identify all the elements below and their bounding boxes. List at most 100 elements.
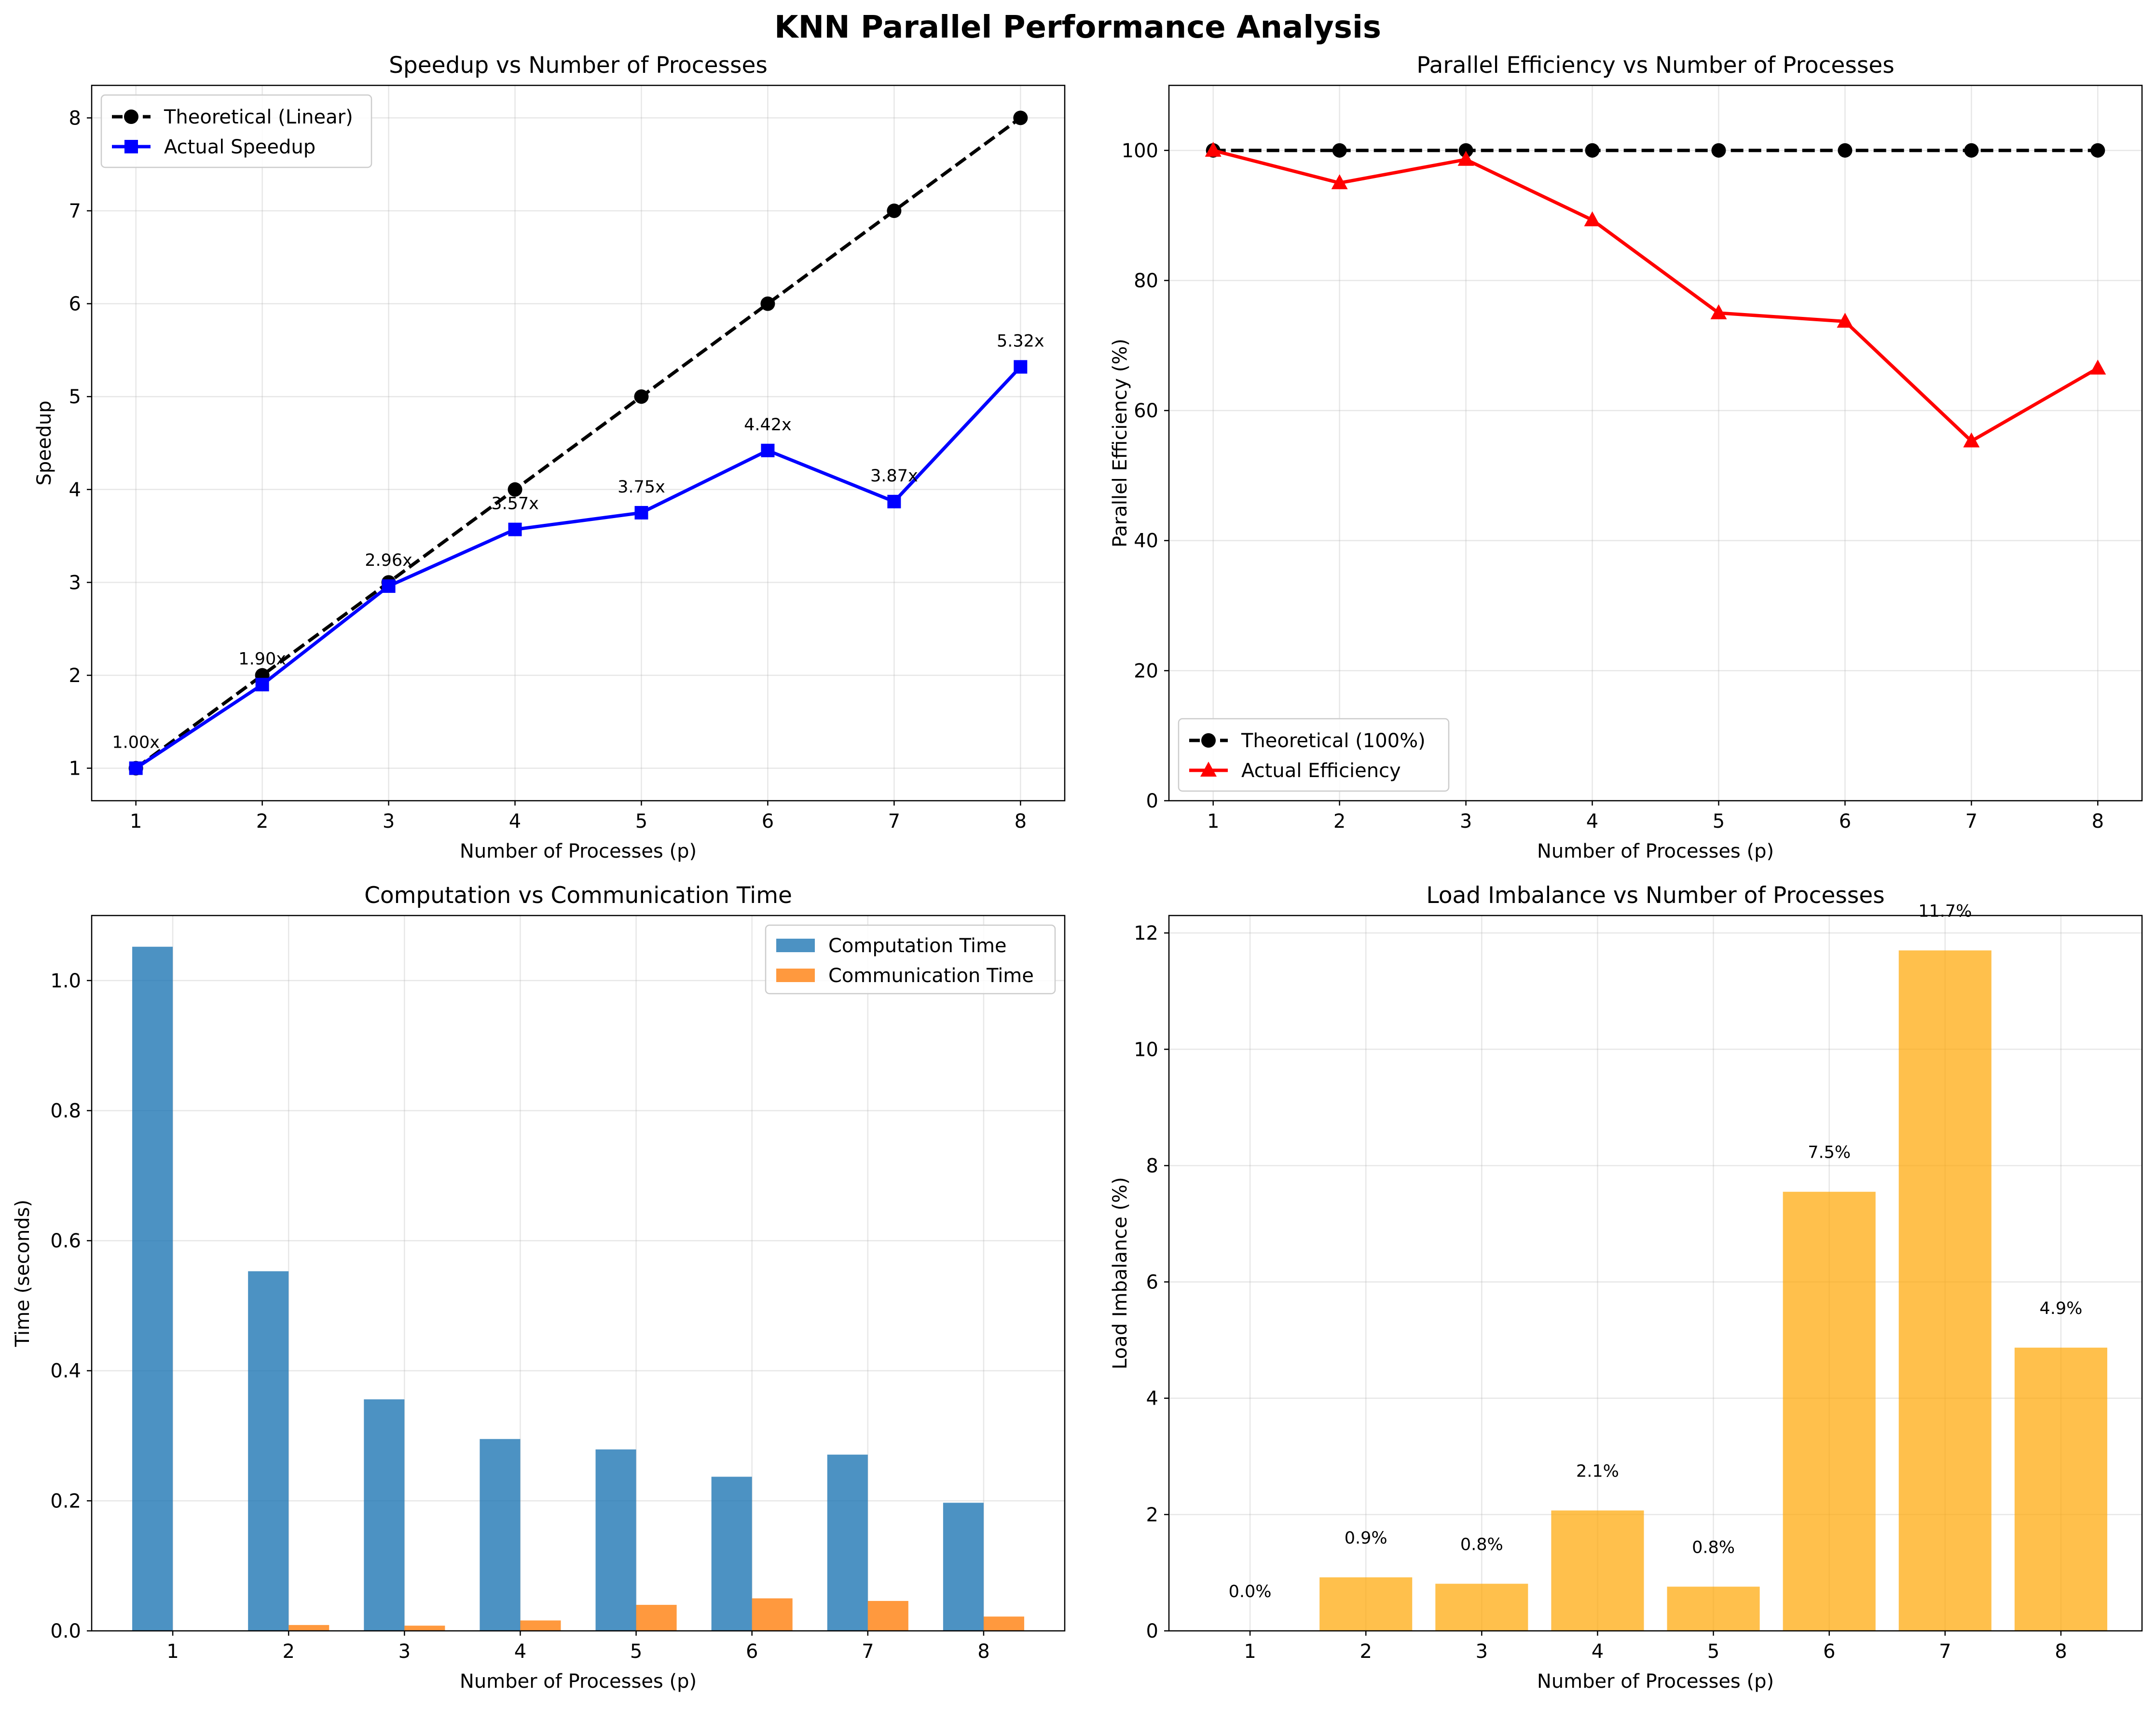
y-axis-label: Load Imbalance (%) xyxy=(1109,1177,1131,1369)
y-tick-label: 0.0 xyxy=(50,1620,81,1642)
data-label: 3.87x xyxy=(870,466,918,486)
bar xyxy=(1898,950,1991,1631)
data-point xyxy=(1584,211,1601,227)
x-tick-label: 3 xyxy=(383,810,395,833)
x-axis-label: Number of Processes (p) xyxy=(1537,1670,1774,1693)
data-label: 1.90x xyxy=(238,649,286,669)
bar xyxy=(248,1271,289,1631)
x-tick-label: 3 xyxy=(1476,1641,1488,1663)
bar xyxy=(1783,1191,1876,1631)
axes-frame xyxy=(1168,84,2143,802)
data-point xyxy=(508,482,522,497)
series-line xyxy=(135,116,1022,770)
data-point xyxy=(634,389,649,404)
data-point xyxy=(255,678,269,692)
legend-frame xyxy=(1178,718,1450,792)
x-axis-label: Number of Processes (p) xyxy=(1537,840,1774,862)
data-label: 2.96x xyxy=(365,551,412,570)
axes-frame xyxy=(91,84,1066,802)
data-point xyxy=(1205,141,1222,157)
data-point xyxy=(1585,143,1600,158)
series-line xyxy=(135,366,1022,770)
x-tick-label: 8 xyxy=(2055,1641,2067,1663)
y-axis-label: Parallel Efficiency (%) xyxy=(1109,339,1131,547)
bar xyxy=(943,1503,984,1631)
axes-title: Speedup vs Number of Processes xyxy=(389,52,768,79)
data-label: 3.57x xyxy=(491,494,539,514)
data-point xyxy=(1331,174,1348,190)
y-tick-label: 10 xyxy=(1134,1039,1158,1061)
legend-swatch xyxy=(776,939,815,952)
y-tick-label: 1 xyxy=(69,758,81,780)
y-tick-label: 40 xyxy=(1134,530,1158,552)
data-point xyxy=(1013,110,1028,125)
data-point xyxy=(760,296,775,311)
x-tick-label: 8 xyxy=(977,1641,989,1663)
x-axis-label: Number of Processes (p) xyxy=(460,1670,697,1693)
legend-label: Actual Speedup xyxy=(164,136,316,158)
data-label: 0.8% xyxy=(1692,1538,1735,1557)
bar xyxy=(595,1449,636,1631)
x-tick-label: 7 xyxy=(888,810,900,833)
legend-swatch xyxy=(776,969,815,982)
y-tick-label: 3 xyxy=(69,572,81,594)
axes-title: Computation vs Communication Time xyxy=(364,882,792,909)
y-tick-label: 8 xyxy=(1146,1155,1158,1177)
bar xyxy=(983,1616,1024,1631)
x-tick-label: 6 xyxy=(762,810,774,833)
x-tick-label: 1 xyxy=(1244,1641,1256,1663)
x-tick-label: 4 xyxy=(514,1641,526,1663)
y-tick-label: 60 xyxy=(1134,400,1158,422)
x-tick-label: 2 xyxy=(1333,810,1346,833)
legend: Theoretical (100%) Actual Efficiency xyxy=(1178,718,1450,792)
y-tick-label: 0 xyxy=(1146,1620,1158,1642)
x-tick-label: 4 xyxy=(509,810,521,833)
data-point xyxy=(1963,432,1980,448)
legend-label: Actual Efficiency xyxy=(1241,760,1401,782)
series-2 xyxy=(1205,141,2106,448)
x-tick-label: 5 xyxy=(1713,810,1725,833)
x-tick-label: 4 xyxy=(1592,1641,1604,1663)
legend-marker xyxy=(124,109,138,124)
axes-frame xyxy=(1168,915,2143,1632)
bar xyxy=(520,1620,561,1631)
y-axis-label: Speedup xyxy=(33,400,55,485)
legend-label: Computation Time xyxy=(828,935,1007,957)
legend-frame xyxy=(100,94,372,168)
x-tick-label: 6 xyxy=(746,1641,758,1663)
data-label: 2.1% xyxy=(1576,1462,1619,1481)
x-tick-label: 1 xyxy=(1207,810,1219,833)
y-tick-label: 8 xyxy=(69,107,81,129)
bar-series-1 xyxy=(132,946,984,1631)
data-point xyxy=(508,522,522,536)
bar-series-2 xyxy=(288,1598,1024,1631)
data-point xyxy=(382,579,396,593)
x-tick-label: 1 xyxy=(130,810,142,833)
chart-panel-3: 1 2 3 4 5 6 7 8 0.0 0.2 0.4 0.6 0.8 1.0 Computation vs… xyxy=(12,882,1066,1693)
data-label: 3.75x xyxy=(618,478,665,497)
x-tick-label: 5 xyxy=(635,810,647,833)
x-axis-label: Number of Processes (p) xyxy=(460,840,697,862)
data-label: 5.32x xyxy=(997,332,1044,351)
data-label: 11.7% xyxy=(1918,902,1972,921)
data-point xyxy=(2089,359,2106,375)
bar xyxy=(636,1605,677,1631)
y-tick-label: 0 xyxy=(1146,790,1158,812)
data-point xyxy=(1837,313,1854,328)
y-tick-label: 0.6 xyxy=(50,1230,81,1252)
y-axis-label: Time (seconds) xyxy=(12,1200,34,1347)
legend-marker xyxy=(1200,762,1217,777)
bar xyxy=(752,1598,793,1631)
data-point xyxy=(2090,143,2105,158)
data-label: 4.42x xyxy=(744,415,792,435)
chart-panel-1: 1 2 3 4 5 6 7 8 1 2 3 4 5 6 7 8 Speedup vs Number of Pro… xyxy=(33,52,1066,862)
bar xyxy=(364,1399,405,1631)
bar xyxy=(288,1625,330,1631)
x-tick-label: 3 xyxy=(398,1641,411,1663)
legend-marker xyxy=(1201,733,1216,748)
y-tick-label: 20 xyxy=(1134,660,1158,682)
x-tick-label: 2 xyxy=(282,1641,294,1663)
x-tick-label: 6 xyxy=(1839,810,1851,833)
bar xyxy=(1435,1584,1528,1631)
